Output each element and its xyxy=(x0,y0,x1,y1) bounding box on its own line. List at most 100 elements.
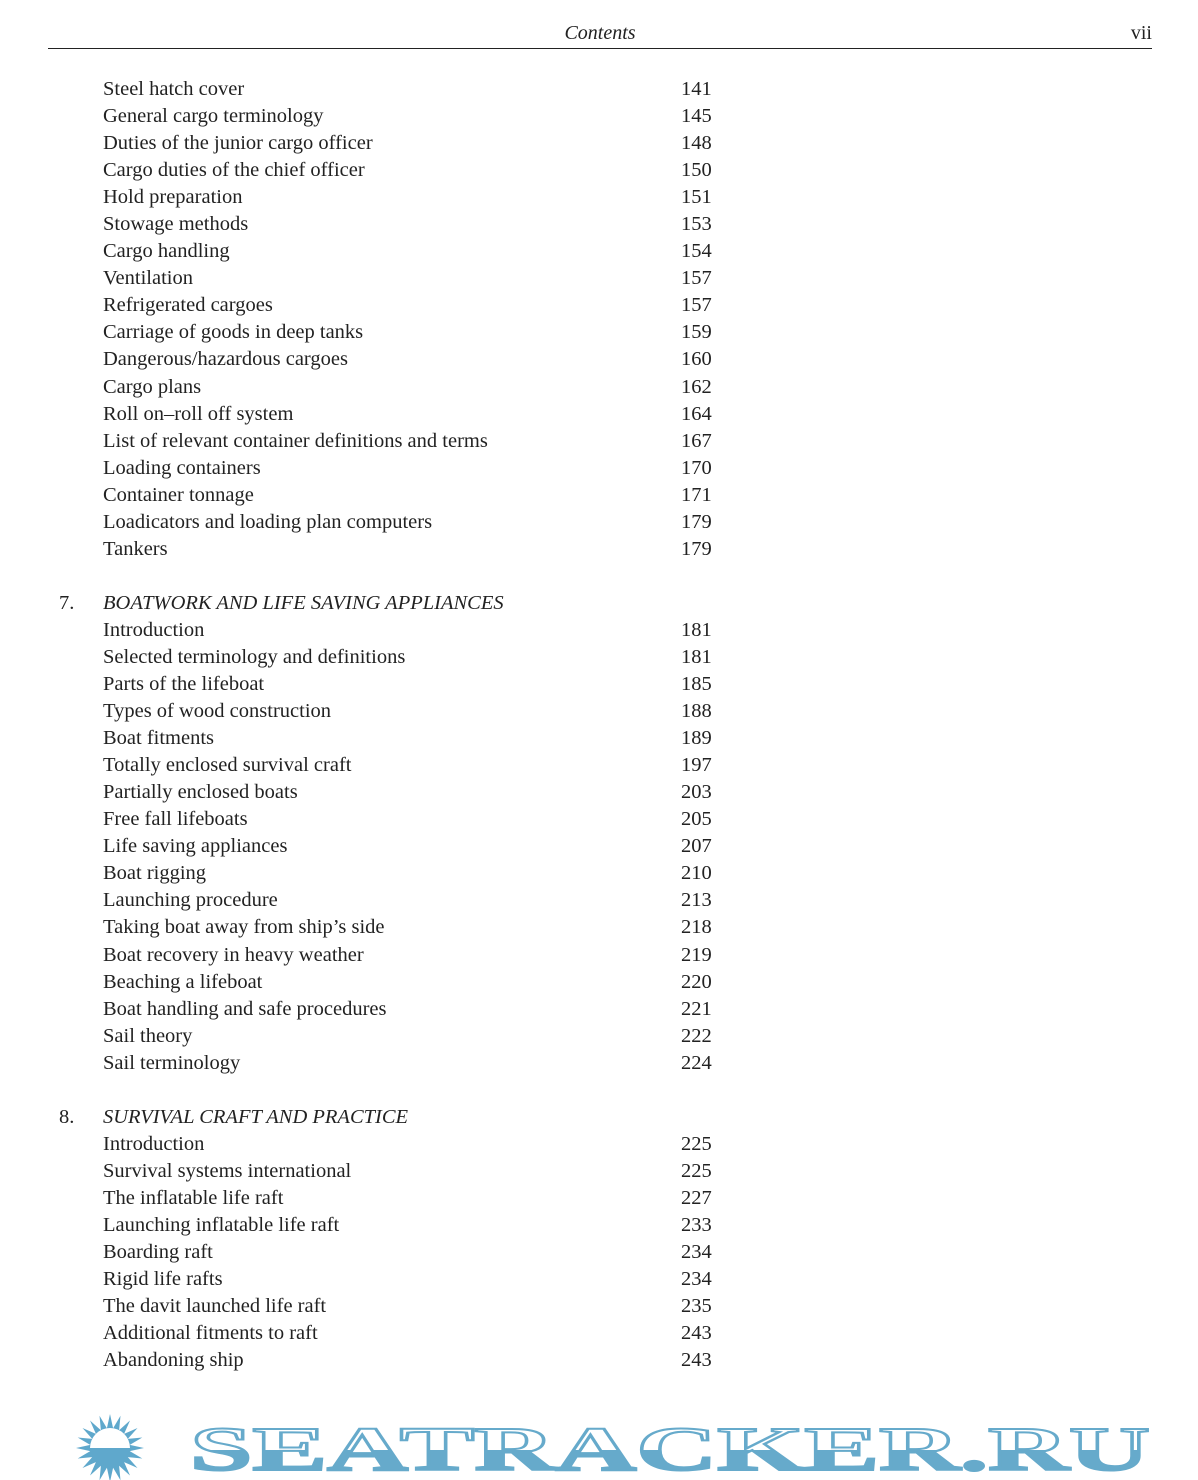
toc-entry: Introduction 181 xyxy=(0,617,1198,644)
toc-entry: Ventilation 157 xyxy=(0,265,1198,292)
toc-entry: Refrigerated cargoes 157 xyxy=(0,292,1198,319)
entry-title: Boat rigging xyxy=(103,862,207,885)
entry-title: Introduction xyxy=(103,1132,205,1155)
sun-icon xyxy=(76,1414,144,1480)
toc-entry: Loading containers 170 xyxy=(0,455,1198,482)
entry-title: Loadicators and loading plan computers xyxy=(103,510,433,533)
entry-page: 197 xyxy=(681,754,712,777)
toc-entry: Beaching a lifeboat 220 xyxy=(0,969,1198,996)
entry-title: Introduction xyxy=(103,618,205,641)
entry-page: 181 xyxy=(681,645,712,668)
entry-title: Steel hatch cover xyxy=(103,78,245,100)
toc-entry: Tankers 179 xyxy=(0,536,1198,563)
entry-page: 188 xyxy=(681,700,712,723)
table-of-contents: Steel hatch cover 141 General cargo termin… xyxy=(0,76,1198,1374)
chapter-number: 7. xyxy=(59,591,75,614)
toc-entry: Dangerous/hazardous cargoes 160 xyxy=(0,346,1198,373)
entry-title: The davit launched life raft xyxy=(103,1295,327,1318)
toc-entry: Taking boat away from ship’s side 218 xyxy=(0,914,1198,941)
toc-entry: Partially enclosed boats 203 xyxy=(0,779,1198,806)
entry-page: 181 xyxy=(681,618,712,641)
chapter-title: SURVIVAL CRAFT AND PRACTICE xyxy=(103,1105,409,1128)
entry-title: Tankers xyxy=(103,537,168,560)
toc-entry: Selected terminology and definitions 181 xyxy=(0,644,1198,671)
entry-page: 218 xyxy=(681,916,712,939)
entry-page: 153 xyxy=(681,213,712,236)
toc-entry: Boat recovery in heavy weather 219 xyxy=(0,942,1198,969)
entry-page: 234 xyxy=(681,1241,712,1264)
toc-entry: Boat rigging 210 xyxy=(0,860,1198,887)
entry-title: Totally enclosed survival craft xyxy=(103,754,352,777)
entry-title: Abandoning ship xyxy=(103,1349,244,1372)
toc-entry: Sail theory 222 xyxy=(0,1023,1198,1050)
entry-page: 220 xyxy=(681,970,712,993)
entry-page: 227 xyxy=(681,1186,712,1209)
entry-page: 205 xyxy=(681,808,712,831)
toc-entry: Totally enclosed survival craft 197 xyxy=(0,752,1198,779)
entry-title: Boarding raft xyxy=(103,1241,213,1264)
entry-page: 224 xyxy=(681,1051,712,1074)
entry-title: List of relevant container definitions a… xyxy=(103,429,488,452)
entry-page: 157 xyxy=(681,294,712,317)
chapter-number: 8. xyxy=(59,1105,75,1128)
entry-page: 179 xyxy=(681,537,712,560)
entry-page: 160 xyxy=(681,348,712,371)
entry-page: 162 xyxy=(681,375,712,398)
toc-entry: Additional fitments to raft 243 xyxy=(0,1320,1198,1347)
toc-entry: Sail terminology 224 xyxy=(0,1050,1198,1077)
entry-page: 243 xyxy=(681,1322,712,1345)
entry-title: Parts of the lifeboat xyxy=(103,673,265,696)
entry-title: Launching inflatable life raft xyxy=(103,1213,340,1236)
page-number: vii xyxy=(1130,22,1152,44)
running-header: Contents vii xyxy=(48,22,1152,49)
entry-title: Taking boat away from ship’s side xyxy=(103,916,385,939)
entry-title: Life saving appliances xyxy=(103,835,288,858)
entry-title: Ventilation xyxy=(103,267,193,290)
entry-title: General cargo terminology xyxy=(103,105,324,128)
entry-title: Carriage of goods in deep tanks xyxy=(103,321,364,344)
toc-entry: Carriage of goods in deep tanks 159 xyxy=(0,319,1198,346)
entry-title: Sail terminology xyxy=(103,1051,241,1074)
entry-page: 234 xyxy=(681,1268,712,1291)
entry-title: Dangerous/hazardous cargoes xyxy=(103,348,348,371)
entry-page: 210 xyxy=(681,862,712,885)
section-gap xyxy=(0,1077,1198,1104)
toc-entry: Launching inflatable life raft 233 xyxy=(0,1212,1198,1239)
toc-entry: Boat handling and safe procedures 221 xyxy=(0,996,1198,1023)
toc-entry: Introduction 225 xyxy=(0,1131,1198,1158)
toc-entry: The inflatable life raft 227 xyxy=(0,1185,1198,1212)
entry-title: Types of wood construction xyxy=(103,700,332,723)
chapter-heading: 7. BOATWORK AND LIFE SAVING APPLIANCES xyxy=(0,590,1198,617)
entry-page: 185 xyxy=(681,673,712,696)
entry-page: 179 xyxy=(681,510,712,533)
toc-entry: Survival systems international 225 xyxy=(0,1158,1198,1185)
chapter-heading: 8. SURVIVAL CRAFT AND PRACTICE xyxy=(0,1104,1198,1131)
entry-title: Cargo duties of the chief officer xyxy=(103,159,365,182)
entry-title: Boat handling and safe procedures xyxy=(103,997,387,1020)
toc-entry: Hold preparation 151 xyxy=(0,184,1198,211)
chapter-title: BOATWORK AND LIFE SAVING APPLIANCES xyxy=(103,591,504,614)
toc-entry: List of relevant container definitions a… xyxy=(0,428,1198,455)
entry-page: 159 xyxy=(681,321,712,344)
entry-title: Cargo handling xyxy=(103,240,230,263)
entry-title: Additional fitments to raft xyxy=(103,1322,318,1345)
toc-entry: Duties of the junior cargo officer 148 xyxy=(0,130,1198,157)
toc-entry: Roll on–roll off system 164 xyxy=(0,401,1198,428)
toc-entry: Loadicators and loading plan computers 17… xyxy=(0,509,1198,536)
toc-entry: Free fall lifeboats 205 xyxy=(0,806,1198,833)
entry-title: Selected terminology and definitions xyxy=(103,645,406,668)
entry-page: 219 xyxy=(681,943,712,966)
toc-entry: The davit launched life raft 235 xyxy=(0,1293,1198,1320)
entry-page: 222 xyxy=(681,1024,712,1047)
entry-page: 157 xyxy=(681,267,712,290)
entry-page: 151 xyxy=(681,186,712,209)
entry-title: The inflatable life raft xyxy=(103,1186,284,1209)
toc-entry: Cargo plans 162 xyxy=(0,374,1198,401)
toc-entry: Life saving appliances 207 xyxy=(0,833,1198,860)
section-gap xyxy=(0,563,1198,590)
entry-page: 150 xyxy=(681,159,712,182)
entry-title: Boat recovery in heavy weather xyxy=(103,943,364,966)
entry-page: 243 xyxy=(681,1349,712,1372)
entry-title: Container tonnage xyxy=(103,483,254,506)
toc-entry: Launching procedure 213 xyxy=(0,887,1198,914)
